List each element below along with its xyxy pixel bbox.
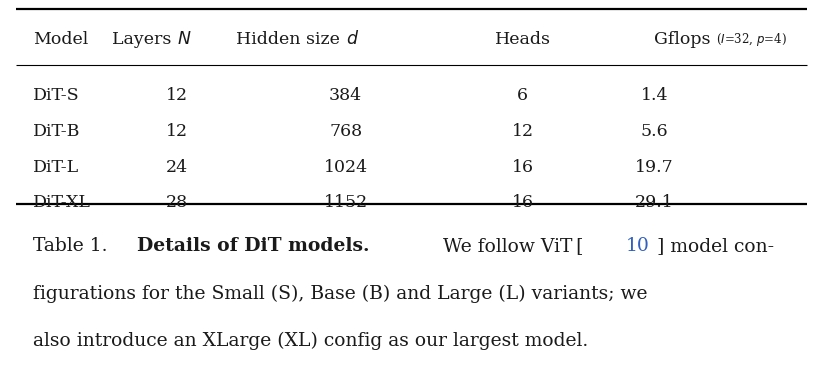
Text: 28: 28 (166, 194, 188, 211)
Text: 16: 16 (512, 159, 533, 176)
Text: ] model con-: ] model con- (657, 237, 774, 255)
Text: 12: 12 (166, 87, 188, 104)
Text: 1.4: 1.4 (640, 87, 668, 104)
Text: ($I$=32, $p$=4): ($I$=32, $p$=4) (716, 31, 787, 48)
Text: 29.1: 29.1 (635, 194, 674, 211)
Text: Gflops: Gflops (654, 31, 711, 48)
Text: Layers: Layers (112, 31, 177, 48)
Text: 12: 12 (166, 123, 188, 140)
Text: 12: 12 (512, 123, 533, 140)
Text: Details of DiT models.: Details of DiT models. (137, 237, 370, 255)
Text: We follow ViT [: We follow ViT [ (437, 237, 584, 255)
Text: DiT-S: DiT-S (33, 87, 80, 104)
Text: 6: 6 (517, 87, 528, 104)
Text: Table 1.: Table 1. (33, 237, 108, 255)
Text: 19.7: 19.7 (635, 159, 674, 176)
Text: DiT-XL: DiT-XL (33, 194, 91, 211)
Text: 10: 10 (625, 237, 649, 255)
Text: 1152: 1152 (323, 194, 368, 211)
Text: 384: 384 (329, 87, 362, 104)
Text: 1024: 1024 (323, 159, 368, 176)
Text: $d$: $d$ (346, 30, 359, 48)
Text: Model: Model (33, 31, 88, 48)
Text: figurations for the Small (S), Base (B) and Large (L) variants; we: figurations for the Small (S), Base (B) … (33, 285, 648, 303)
Text: Hidden size: Hidden size (236, 31, 346, 48)
Text: 16: 16 (512, 194, 533, 211)
Text: DiT-B: DiT-B (33, 123, 81, 140)
Text: Heads: Heads (495, 31, 551, 48)
Text: 5.6: 5.6 (640, 123, 668, 140)
Text: also introduce an XLarge (XL) config as our largest model.: also introduce an XLarge (XL) config as … (33, 332, 588, 350)
Text: 768: 768 (329, 123, 362, 140)
Text: 24: 24 (166, 159, 188, 176)
Text: DiT-L: DiT-L (33, 159, 79, 176)
Text: $N$: $N$ (177, 31, 192, 48)
